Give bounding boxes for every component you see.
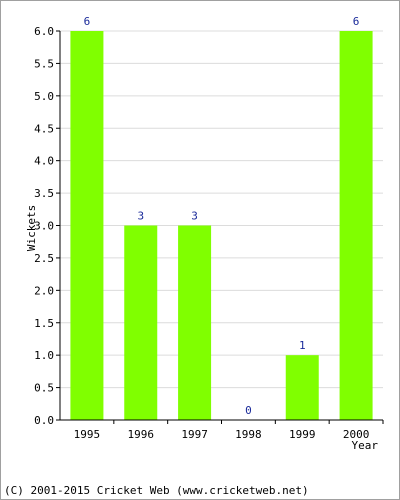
bar-1997 <box>178 225 212 420</box>
bar-2000 <box>339 31 373 420</box>
data-label: 6 <box>84 15 91 28</box>
x-tick-label: 2000 <box>343 428 370 441</box>
y-tick-label: 0.0 <box>34 414 54 427</box>
copyright-footer: (C) 2001-2015 Cricket Web (www.cricketwe… <box>4 484 309 497</box>
y-tick-label: 2.0 <box>34 284 54 297</box>
y-tick-label: 4.5 <box>34 122 54 135</box>
data-label: 3 <box>191 210 198 223</box>
bar-1995 <box>70 31 104 420</box>
axes <box>56 30 384 424</box>
y-tick-label: 2.5 <box>34 252 54 265</box>
data-label: 1 <box>299 339 306 352</box>
bar-1999 <box>285 355 319 420</box>
bar-1996 <box>124 225 158 420</box>
x-tick-label: 1997 <box>181 428 208 441</box>
y-tick-label: 5.0 <box>34 90 54 103</box>
tick-labels: 0.0 0.5 1.0 1.5 2.0 2.5 3.0 3.5 4.0 4.5 5.0 5.5 6.0 6… <box>34 15 369 441</box>
y-tick-label: 6.0 <box>34 25 54 38</box>
y-tick-label: 3.5 <box>34 187 54 200</box>
x-tick-label: 1998 <box>235 428 262 441</box>
y-tick-label: 0.5 <box>34 382 54 395</box>
x-tick-label: 1995 <box>74 428 101 441</box>
grid-lines <box>60 30 383 389</box>
bars <box>70 31 373 420</box>
x-tick-label: 1996 <box>128 428 155 441</box>
x-axis-label: Year <box>352 439 379 452</box>
y-tick-label: 1.0 <box>34 349 54 362</box>
y-tick-label: 5.5 <box>34 57 54 70</box>
data-label: 6 <box>353 15 360 28</box>
y-axis-label: Wickets <box>25 205 38 251</box>
y-tick-label: 1.5 <box>34 317 54 330</box>
y-tick-label: 3.0 <box>34 220 54 233</box>
data-label: 0 <box>245 404 252 417</box>
data-label: 3 <box>137 210 144 223</box>
y-tick-label: 4.0 <box>34 155 54 168</box>
x-tick-label: 1999 <box>289 428 316 441</box>
